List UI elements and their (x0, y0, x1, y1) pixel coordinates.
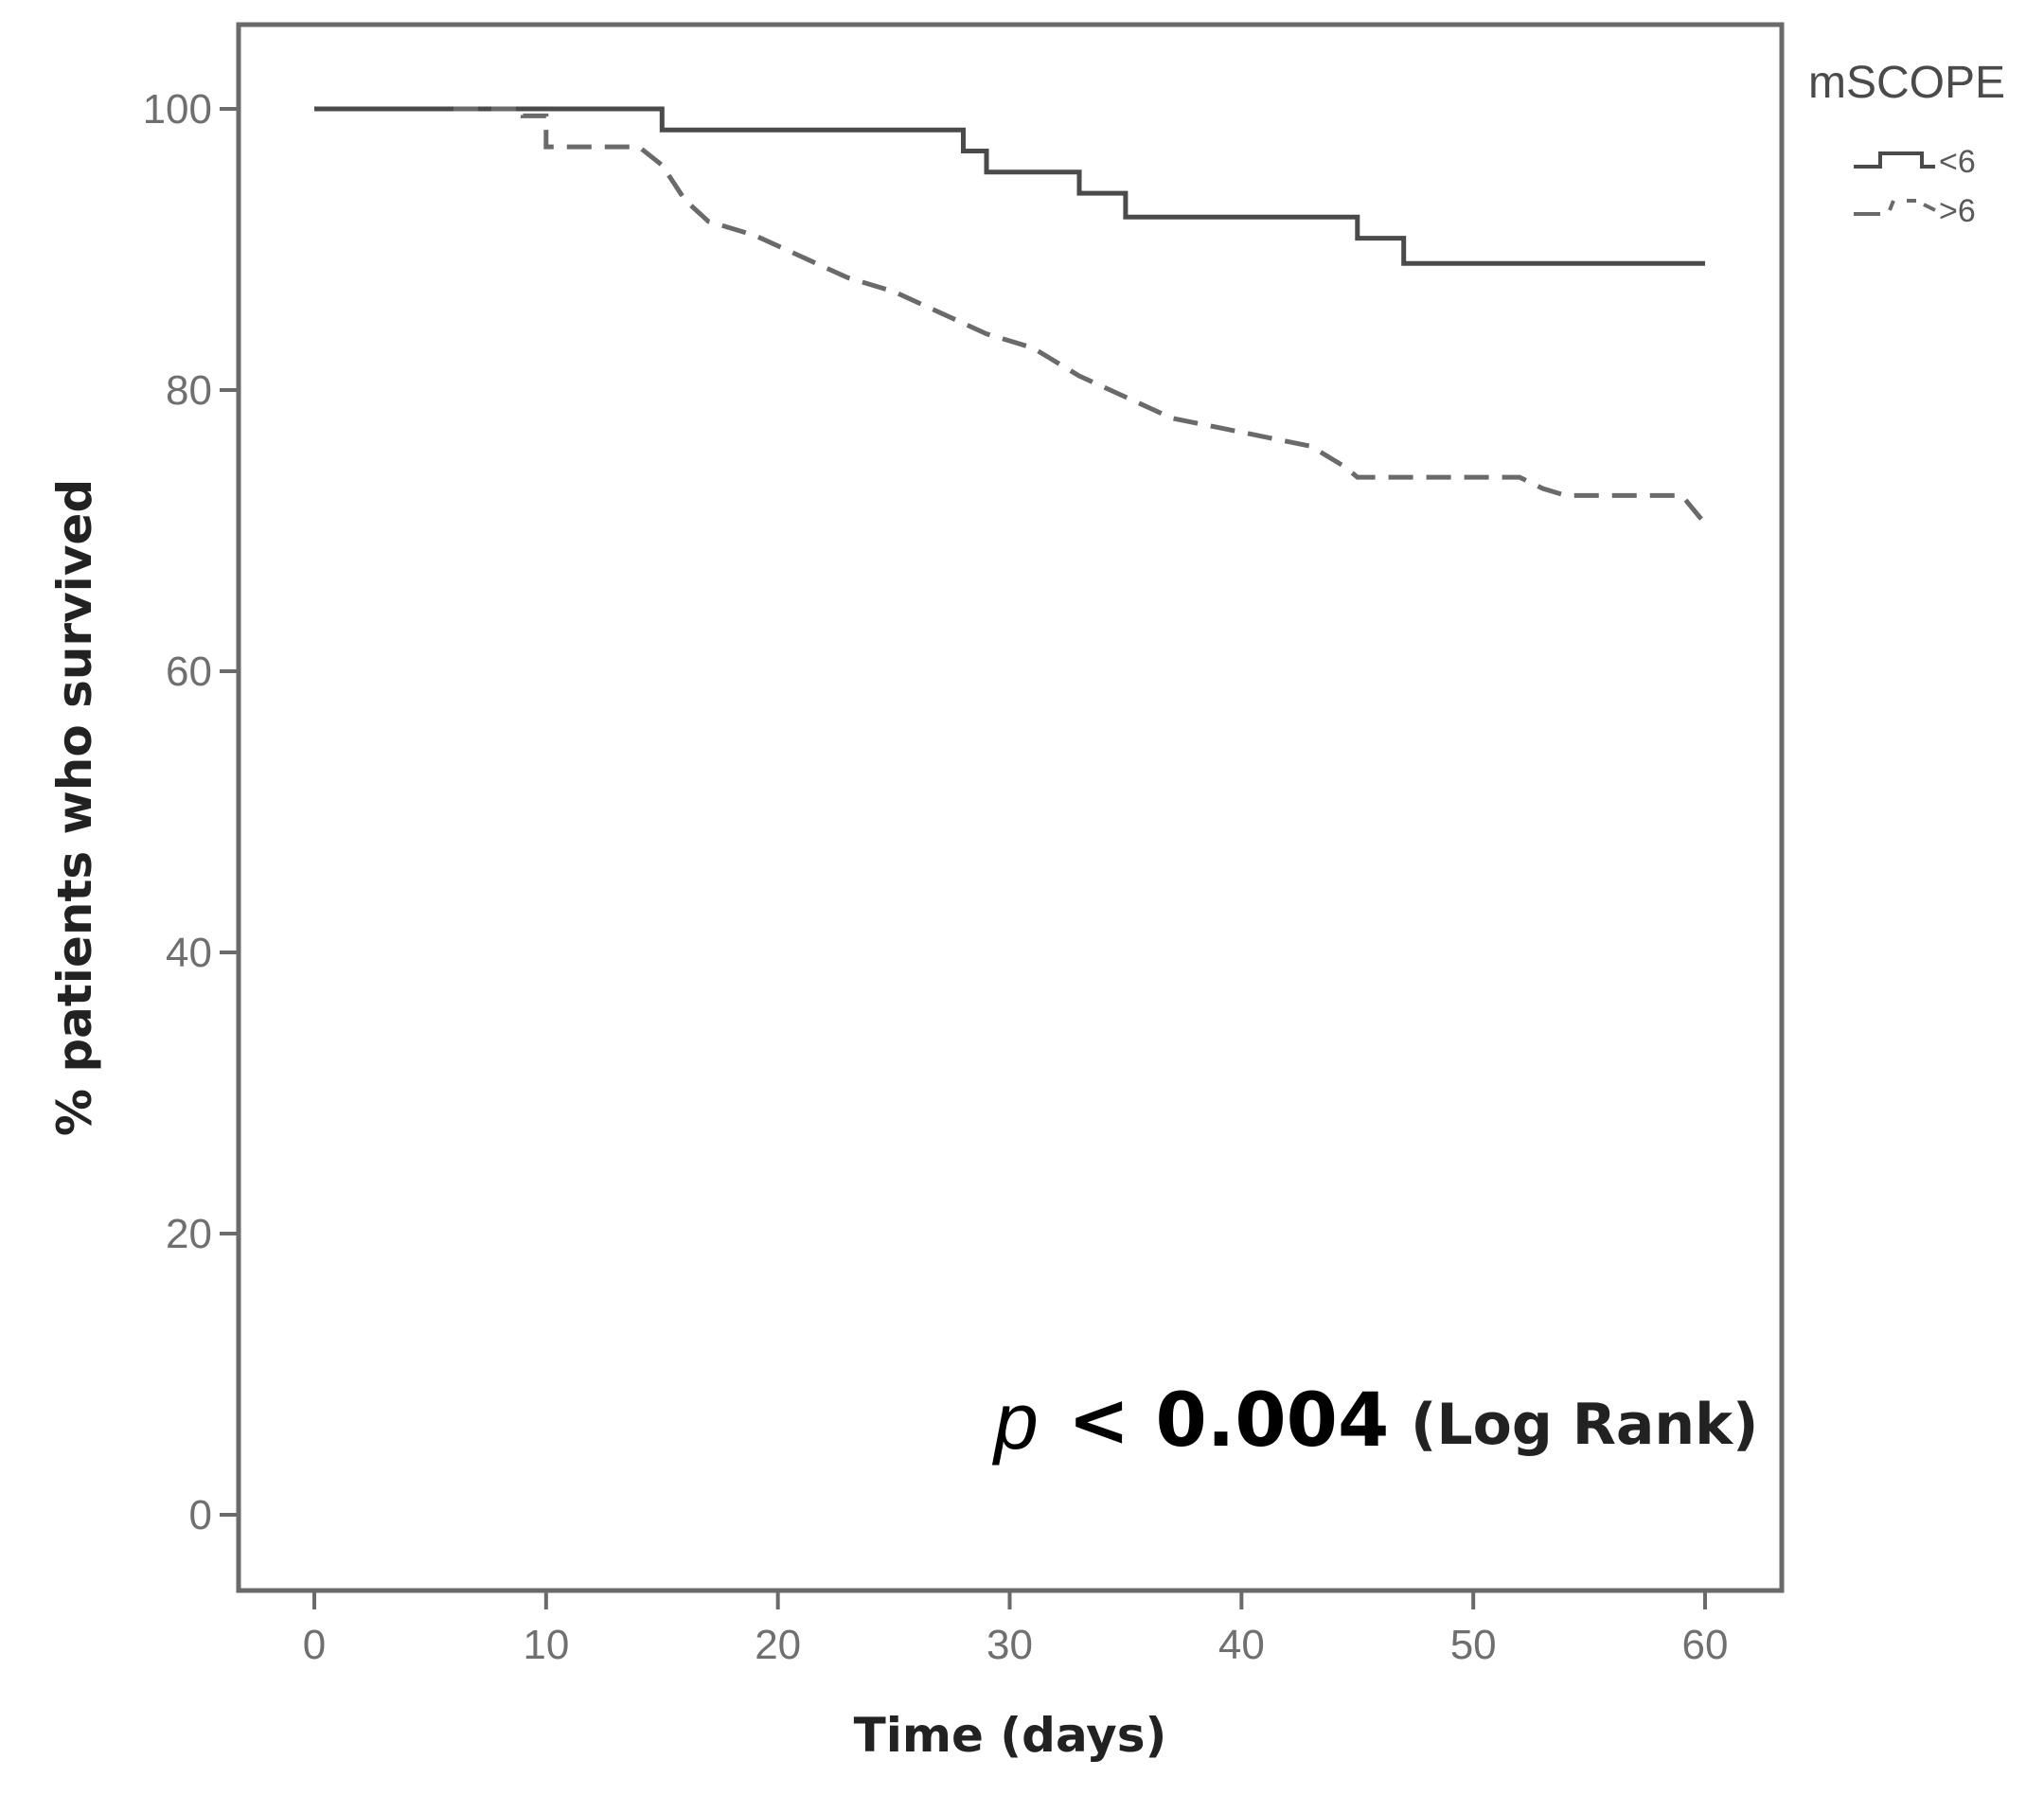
legend-title: mSCOPE (1808, 58, 2005, 108)
y-tick-label: 20 (166, 1211, 212, 1257)
y-axis-title: % patients who survived (47, 479, 102, 1136)
logrank-annotation: p < 0.004 (Log Rank) (991, 1377, 1758, 1466)
x-axis-ticks: 0 10 20 30 40 50 60 (303, 1591, 1729, 1668)
x-tick-label: 30 (986, 1622, 1033, 1668)
x-tick-label: 40 (1218, 1622, 1265, 1668)
p-symbol: p (991, 1377, 1039, 1466)
series-line-gt6 (453, 106, 1707, 525)
y-tick-label: 60 (166, 649, 212, 695)
x-tick-label: 60 (1682, 1622, 1729, 1668)
x-tick-label: 10 (523, 1622, 569, 1668)
series-line-lt6 (314, 106, 1705, 266)
legend: mSCOPE <6 >6 (1808, 58, 2005, 229)
x-tick-label: 50 (1450, 1622, 1497, 1668)
plot-frame (236, 22, 1785, 1593)
y-tick-label: 100 (143, 86, 212, 133)
legend-label-lt6: <6 (1939, 144, 1976, 180)
x-tick-label: 0 (303, 1622, 326, 1668)
test-name: (Log Rank) (1411, 1392, 1758, 1458)
y-axis-ticks: 0 20 40 60 80 100 (143, 86, 239, 1538)
y-tick-label: 40 (166, 930, 212, 976)
series-layer (314, 106, 1707, 525)
p-value: < 0.004 (1068, 1378, 1389, 1464)
legend-label-gt6: >6 (1939, 193, 1976, 229)
legend-swatch-dashed (1854, 199, 1936, 216)
x-axis-title: Time (days) (854, 1708, 1167, 1763)
legend-swatch-solid (1854, 151, 1935, 169)
x-tick-label: 20 (755, 1622, 801, 1668)
y-tick-label: 0 (189, 1492, 212, 1538)
y-tick-label: 80 (166, 367, 212, 414)
